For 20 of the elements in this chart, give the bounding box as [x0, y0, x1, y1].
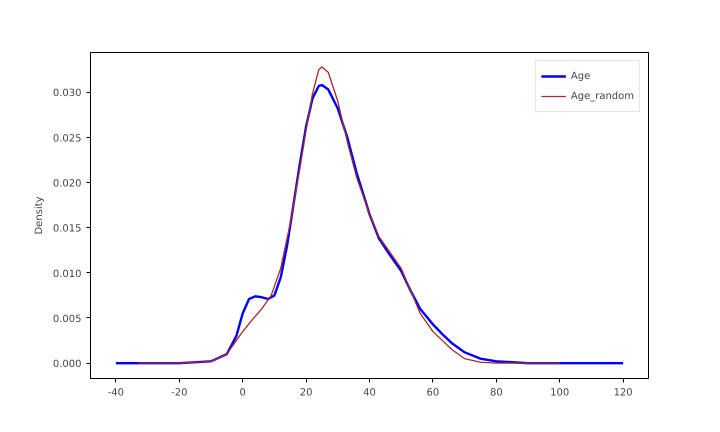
x-tick-label: 100 [550, 388, 570, 398]
x-tick-label: 120 [614, 388, 633, 398]
x-tick-label: 20 [300, 388, 312, 398]
x-tick-label: -40 [108, 388, 124, 398]
y-axis-title: Density [34, 196, 45, 235]
y-tick-label: 0.020 [52, 178, 82, 190]
line-series [137, 66, 560, 364]
y-tick-label: 0.005 [52, 314, 82, 325]
y-tick-label: 0.010 [52, 268, 82, 280]
x-tick-label: 80 [490, 388, 503, 398]
x-tick-label: 60 [426, 388, 440, 398]
legend-label: Age_random [570, 90, 634, 102]
legend-label: Age [570, 70, 591, 82]
y-tick-label: 0.000 [52, 359, 82, 370]
x-tick-label: -20 [171, 388, 188, 398]
x-tick-label: 0 [240, 388, 246, 398]
y-tick-label: 0.030 [52, 88, 82, 100]
y-tick-label: 0.015 [52, 224, 82, 235]
x-tick-label: 40 [363, 388, 376, 398]
y-tick-label: 0.025 [52, 133, 82, 144]
